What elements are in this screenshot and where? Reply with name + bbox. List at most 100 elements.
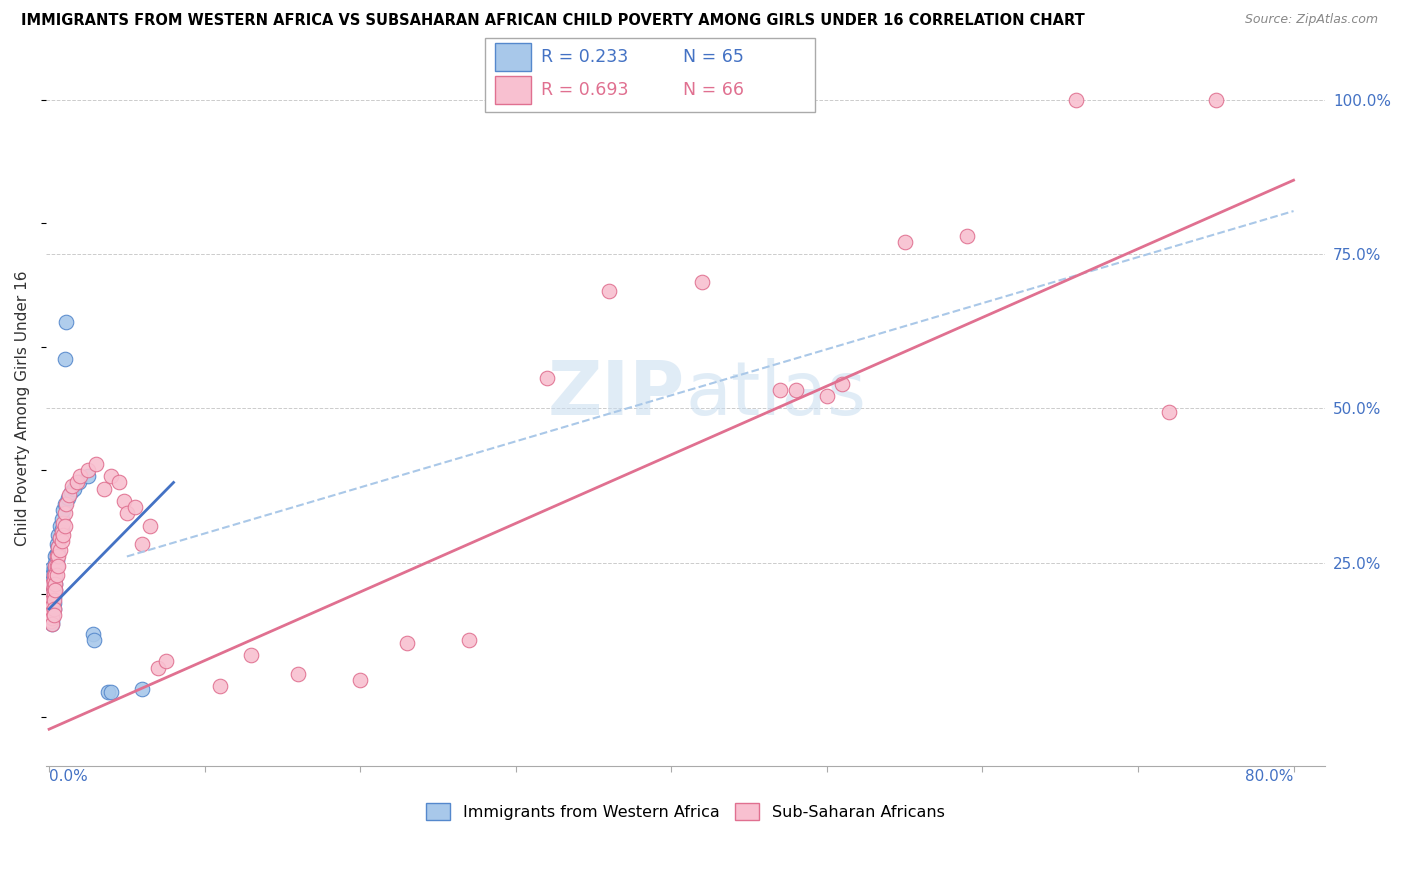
- Point: [39, 562, 62, 576]
- Point: [41, 586, 63, 600]
- Point: [48, 558, 70, 573]
- Point: [62, 478, 84, 492]
- Point: [44, 583, 66, 598]
- Point: [240, 648, 263, 663]
- Point: [146, 660, 169, 674]
- FancyBboxPatch shape: [495, 44, 531, 71]
- Point: [48, 528, 70, 542]
- Point: [69, 469, 91, 483]
- Point: [41, 577, 63, 591]
- Point: [77, 469, 100, 483]
- Point: [44, 577, 66, 591]
- Text: atlas: atlas: [685, 358, 866, 431]
- Point: [41, 617, 63, 632]
- Point: [52, 503, 75, 517]
- Point: [42, 574, 65, 589]
- Y-axis label: Child Poverty Among Girls Under 16: Child Poverty Among Girls Under 16: [15, 270, 30, 546]
- Point: [815, 389, 838, 403]
- Point: [67, 475, 90, 490]
- Point: [41, 608, 63, 623]
- Point: [42, 583, 65, 598]
- Point: [287, 666, 309, 681]
- Point: [66, 475, 89, 490]
- Point: [45, 568, 67, 582]
- Point: [97, 685, 120, 699]
- Point: [209, 679, 232, 693]
- Point: [39, 580, 62, 594]
- Point: [41, 611, 63, 625]
- Point: [785, 383, 807, 397]
- Point: [39, 608, 62, 623]
- Point: [45, 549, 67, 564]
- Point: [53, 497, 76, 511]
- Point: [39, 590, 62, 604]
- Point: [1064, 93, 1087, 107]
- Point: [41, 599, 63, 613]
- Point: [42, 596, 65, 610]
- Point: [49, 543, 72, 558]
- Point: [41, 590, 63, 604]
- Point: [42, 574, 65, 589]
- FancyBboxPatch shape: [495, 77, 531, 104]
- Point: [41, 605, 63, 619]
- Point: [39, 608, 62, 623]
- Point: [49, 518, 72, 533]
- Point: [44, 565, 66, 579]
- Point: [131, 537, 153, 551]
- Point: [48, 546, 70, 560]
- Point: [49, 531, 72, 545]
- Point: [956, 228, 979, 243]
- Point: [100, 685, 122, 699]
- Point: [42, 608, 65, 623]
- Point: [112, 494, 135, 508]
- Point: [458, 632, 481, 647]
- Point: [39, 614, 62, 628]
- Point: [44, 556, 66, 570]
- Point: [55, 315, 77, 329]
- Point: [155, 654, 177, 668]
- Point: [44, 549, 66, 564]
- Point: [41, 580, 63, 594]
- Point: [55, 497, 77, 511]
- Text: R = 0.693: R = 0.693: [541, 81, 628, 99]
- Point: [48, 540, 70, 554]
- Point: [39, 611, 62, 625]
- Text: Source: ZipAtlas.com: Source: ZipAtlas.com: [1244, 13, 1378, 27]
- Point: [48, 540, 70, 554]
- Point: [44, 568, 66, 582]
- Text: N = 65: N = 65: [683, 48, 744, 66]
- Point: [45, 552, 67, 566]
- Point: [39, 596, 62, 610]
- Point: [395, 636, 418, 650]
- Point: [42, 602, 65, 616]
- Point: [131, 682, 153, 697]
- Point: [41, 614, 63, 628]
- Point: [42, 580, 65, 594]
- Point: [349, 673, 371, 687]
- Point: [39, 599, 62, 613]
- Point: [124, 500, 146, 515]
- Point: [41, 574, 63, 589]
- Point: [51, 524, 73, 539]
- Point: [41, 592, 63, 607]
- Point: [42, 602, 65, 616]
- Point: [59, 484, 82, 499]
- Point: [39, 605, 62, 619]
- Point: [77, 463, 100, 477]
- Point: [41, 568, 63, 582]
- Point: [42, 592, 65, 607]
- Point: [93, 482, 115, 496]
- Point: [139, 518, 162, 533]
- Point: [1205, 93, 1227, 107]
- Point: [52, 516, 75, 530]
- Point: [39, 571, 62, 585]
- Text: IMMIGRANTS FROM WESTERN AFRICA VS SUBSAHARAN AFRICAN CHILD POVERTY AMONG GIRLS U: IMMIGRANTS FROM WESTERN AFRICA VS SUBSAH…: [21, 13, 1085, 29]
- Point: [82, 626, 104, 640]
- Text: 80.0%: 80.0%: [1246, 769, 1294, 784]
- Point: [45, 546, 67, 560]
- Point: [41, 583, 63, 598]
- Point: [39, 577, 62, 591]
- Point: [49, 531, 72, 545]
- Point: [42, 568, 65, 582]
- Point: [115, 506, 138, 520]
